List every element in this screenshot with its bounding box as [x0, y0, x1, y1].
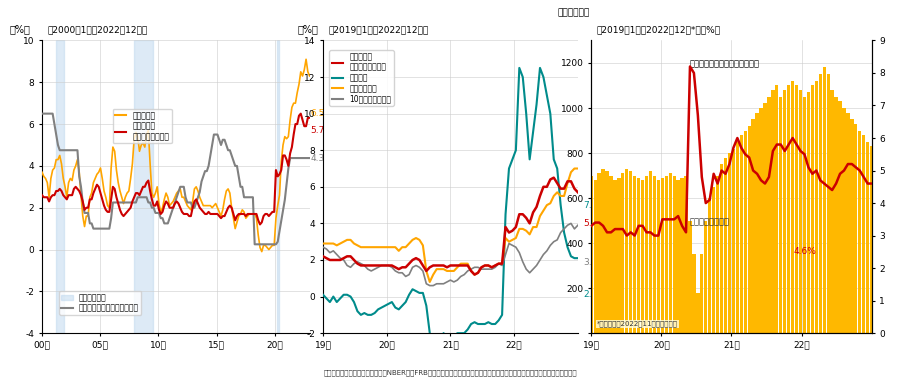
Bar	[669, 173, 672, 333]
Bar	[858, 130, 861, 333]
Bar	[763, 103, 767, 333]
Text: （2019年1月〜2022年12月*）（%）: （2019年1月〜2022年12月*）（%）	[597, 25, 721, 35]
Text: 米国の消費者物価上昇率（前年同月比）と金利の推移: 米国の消費者物価上昇率（前年同月比）と金利の推移	[182, 21, 350, 34]
Bar	[593, 180, 597, 333]
Bar	[56, 40, 64, 333]
Bar	[684, 176, 688, 333]
Text: *求人件数は2022年11月データまで: *求人件数は2022年11月データまで	[597, 321, 678, 327]
Bar	[649, 171, 652, 333]
Bar	[633, 176, 636, 333]
Bar	[629, 171, 633, 333]
Text: （2000年1月〜2022年12月）: （2000年1月〜2022年12月）	[48, 25, 148, 35]
Bar	[728, 153, 731, 333]
Bar	[276, 40, 278, 333]
Bar	[609, 176, 613, 333]
Bar	[637, 178, 640, 333]
Bar	[806, 92, 810, 333]
Text: 求人件数（左軸）: 求人件数（左軸）	[689, 217, 729, 226]
Bar	[803, 97, 806, 333]
Bar	[598, 173, 601, 333]
Bar	[704, 220, 707, 333]
Bar	[740, 135, 743, 333]
Text: 6.5%: 6.5%	[310, 109, 334, 118]
Bar	[814, 81, 818, 333]
Bar	[626, 169, 628, 333]
Text: 2.1%: 2.1%	[583, 290, 606, 299]
Bar	[716, 176, 719, 333]
Text: 7.0%: 7.0%	[583, 201, 606, 210]
Bar	[752, 119, 755, 333]
Bar	[775, 86, 778, 333]
Bar	[826, 74, 830, 333]
Bar	[688, 220, 691, 333]
Bar	[870, 146, 873, 333]
Bar	[768, 97, 770, 333]
Bar	[799, 90, 802, 333]
Bar	[652, 176, 656, 333]
Text: 4.6%: 4.6%	[793, 247, 816, 256]
Bar	[779, 97, 782, 333]
Text: （2019年1月〜2022年12月）: （2019年1月〜2022年12月）	[328, 25, 428, 35]
Bar	[795, 86, 798, 333]
Text: （%）: （%）	[10, 25, 31, 35]
Bar	[819, 74, 822, 333]
Text: 4.375%: 4.375%	[310, 154, 346, 163]
Bar	[661, 178, 664, 333]
Text: 米労働統計局、全米経済研究所（NBER）、FRBなどの信頼できると判断したデータをもとに日興アセットマネジメントが作成: 米労働統計局、全米経済研究所（NBER）、FRBなどの信頼できると判断したデータ…	[323, 370, 577, 376]
Bar	[823, 68, 826, 333]
Text: （%）: （%）	[298, 25, 319, 35]
Bar	[846, 112, 850, 333]
Bar	[866, 142, 869, 333]
Bar	[617, 178, 620, 333]
Text: 5.7%: 5.7%	[310, 126, 334, 135]
Legend: 景気後退局面, 政策金利（レンジの中間値）: 景気後退局面, 政策金利（レンジの中間値）	[59, 291, 141, 315]
Text: （万件・人）: （万件・人）	[558, 8, 590, 17]
Bar	[708, 198, 711, 333]
Bar	[748, 126, 751, 333]
Bar	[601, 169, 605, 333]
Text: 3.875%: 3.875%	[583, 258, 617, 267]
Bar	[134, 40, 152, 333]
Bar	[677, 180, 680, 333]
Bar	[760, 108, 762, 333]
Bar	[712, 187, 716, 333]
Bar	[590, 176, 593, 333]
Bar	[606, 171, 608, 333]
Bar	[641, 180, 644, 333]
Bar	[839, 101, 842, 333]
Bar	[672, 176, 676, 333]
Bar	[697, 293, 699, 333]
Bar	[621, 173, 625, 333]
Text: 米労働市場の主要指標の推移: 米労働市場の主要指標の推移	[635, 21, 726, 34]
Bar	[842, 108, 846, 333]
Bar	[755, 112, 759, 333]
Bar	[732, 149, 735, 333]
Text: 5.7%: 5.7%	[583, 218, 606, 228]
Bar	[743, 130, 747, 333]
Bar	[831, 90, 833, 333]
Bar	[735, 142, 739, 333]
Bar	[854, 124, 858, 333]
Bar	[724, 158, 727, 333]
Legend: 物価上昇率
（コア・ベース）, うちモノ, うちサービス, 10年物国債利回り: 物価上昇率 （コア・ベース）, うちモノ, うちサービス, 10年物国債利回り	[329, 50, 393, 106]
Bar	[850, 119, 853, 333]
Bar	[680, 178, 684, 333]
Bar	[791, 81, 795, 333]
Bar	[771, 90, 775, 333]
Bar	[657, 180, 660, 333]
Bar	[811, 86, 814, 333]
Bar	[613, 180, 617, 333]
Bar	[692, 254, 696, 333]
Bar	[783, 90, 787, 333]
Bar	[664, 176, 668, 333]
Bar	[862, 135, 866, 333]
Bar	[787, 86, 790, 333]
Bar	[700, 254, 704, 333]
Text: 平均時給（前年同月比、右軸）: 平均時給（前年同月比、右軸）	[689, 59, 760, 68]
Bar	[720, 164, 724, 333]
Bar	[834, 97, 838, 333]
Bar	[645, 176, 648, 333]
